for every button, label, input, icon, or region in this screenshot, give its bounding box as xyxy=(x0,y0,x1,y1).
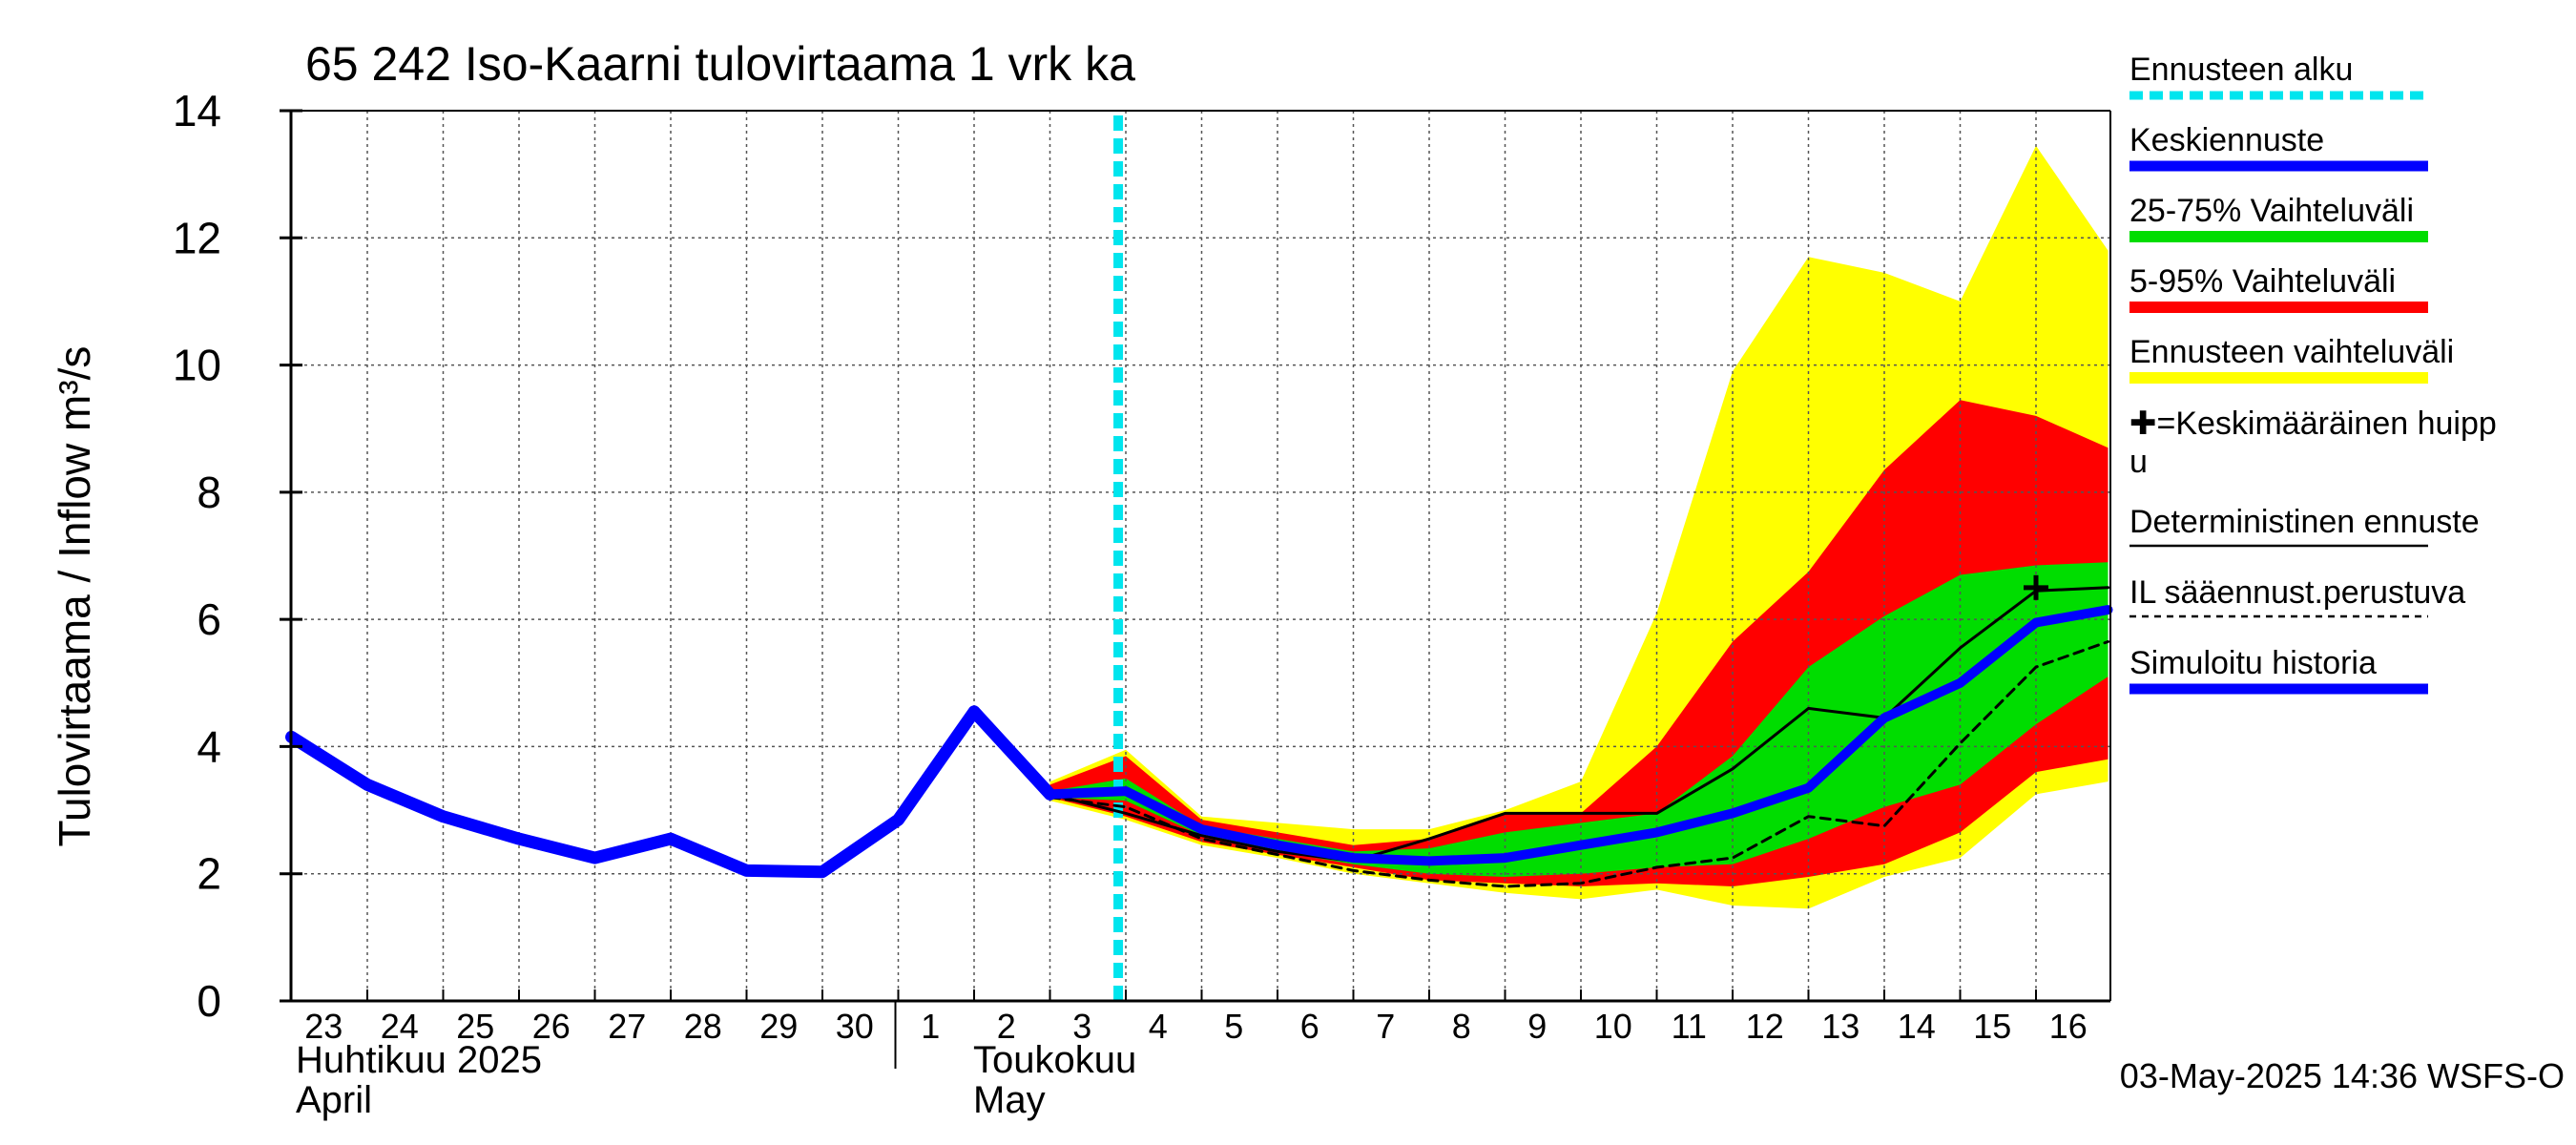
legend-item: Deterministinen ennuste xyxy=(2129,504,2480,548)
legend-item: Keskiennuste xyxy=(2129,122,2428,172)
x-tick-label: 12 xyxy=(1746,1007,1784,1046)
legend-label: Simuloitu historia xyxy=(2129,645,2377,681)
y-tick-label: 10 xyxy=(173,341,221,390)
timestamp-label: 03-May-2025 14:36 WSFS-O xyxy=(2120,1056,2565,1095)
x-tick-label: 2 xyxy=(997,1007,1016,1046)
y-tick-label: 0 xyxy=(197,976,221,1026)
legend-item: Ennusteen alku xyxy=(2129,52,2428,100)
x-tick-label: 16 xyxy=(2049,1007,2088,1046)
legend-label: 25-75% Vaihteluväli xyxy=(2129,193,2414,229)
x-tick-label: 3 xyxy=(1072,1007,1091,1046)
x-tick-label: 11 xyxy=(1672,1007,1707,1046)
series-il-saaennuste xyxy=(1049,640,2109,888)
x-tick-label: 6 xyxy=(1300,1007,1319,1046)
x-tick-label: 5 xyxy=(1224,1007,1243,1046)
legend-label: ✚=Keskimääräinen huipp xyxy=(2129,406,2497,442)
legend-label: IL sääennust.perustuva xyxy=(2129,574,2465,611)
legend-item: Simuloitu historia xyxy=(2129,645,2428,695)
legend-item: 25-75% Vaihteluväli xyxy=(2129,193,2428,242)
month-label-fi: Toukokuu xyxy=(973,1039,1136,1081)
y-tick-label: 8 xyxy=(197,468,221,517)
x-tick-label: 1 xyxy=(921,1007,940,1046)
legend-label: Ennusteen alku xyxy=(2129,52,2353,88)
x-tick-label: 4 xyxy=(1149,1007,1168,1046)
legend-label: Keskiennuste xyxy=(2129,122,2324,158)
x-tick-label: 23 xyxy=(304,1007,343,1046)
legend-label: Ennusteen vaihteluväli xyxy=(2129,334,2454,370)
legend-label: 5-95% Vaihteluväli xyxy=(2129,263,2396,300)
legend-item: Ennusteen vaihteluväli xyxy=(2129,334,2454,384)
x-tick-label: 7 xyxy=(1376,1007,1395,1046)
series-simuloitu-historia xyxy=(285,705,1056,879)
month-label-en: April xyxy=(296,1079,372,1121)
x-tick-label: 8 xyxy=(1452,1007,1471,1046)
series-deterministinen xyxy=(972,586,2109,863)
x-tick-label: 27 xyxy=(608,1007,646,1046)
x-tick-label: 25 xyxy=(456,1007,494,1046)
y-tick-label: 2 xyxy=(197,849,221,899)
peak-marker xyxy=(2024,574,2048,600)
x-tick-label: 15 xyxy=(1973,1007,2011,1046)
x-tick-label: 14 xyxy=(1898,1007,1936,1046)
x-tick-label: 24 xyxy=(381,1007,419,1046)
y-tick-label: 4 xyxy=(197,721,221,771)
band-25-75 xyxy=(1049,562,2109,877)
month-label-fi: Huhtikuu 2025 xyxy=(296,1039,542,1081)
x-tick-label: 13 xyxy=(1821,1007,1859,1046)
legend-label: Deterministinen ennuste xyxy=(2129,504,2480,540)
month-label-en: May xyxy=(973,1079,1046,1121)
x-tick-label: 30 xyxy=(836,1007,874,1046)
x-tick-label: 9 xyxy=(1527,1007,1547,1046)
x-tick-label: 29 xyxy=(759,1007,798,1046)
y-tick-label: 6 xyxy=(197,594,221,644)
x-tick-label: 28 xyxy=(684,1007,722,1046)
series-keskiennuste xyxy=(1045,605,2113,866)
y-tick-label: 12 xyxy=(173,213,221,262)
x-tick-label: 10 xyxy=(1594,1007,1632,1046)
y-tick-label: 14 xyxy=(173,86,221,135)
legend-label: u xyxy=(2129,444,2148,480)
legend-item: IL sääennust.perustuva xyxy=(2129,574,2465,618)
y-axis-label: Tulovirtaama / Inflow m³/s xyxy=(50,346,99,847)
x-tick-label: 26 xyxy=(532,1007,571,1046)
legend-item: 5-95% Vaihteluväli xyxy=(2129,263,2428,313)
chart-title: 65 242 Iso-Kaarni tulovirtaama 1 vrk ka xyxy=(305,37,1135,91)
